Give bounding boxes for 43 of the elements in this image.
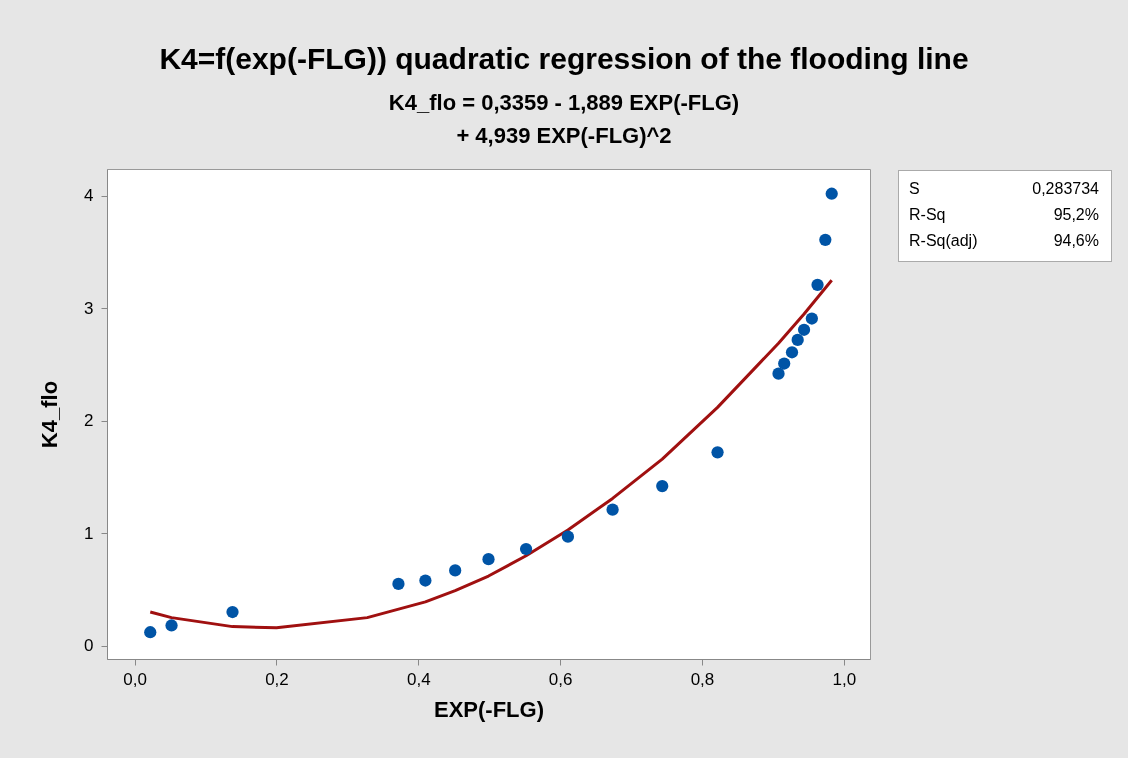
text: S [909,179,921,199]
point [811,278,824,291]
point [144,626,157,639]
point [482,553,495,566]
chart-title: K4=f(exp(-FLG)) quadratic regression of the flooding line [158,42,970,76]
point [606,503,619,516]
point [825,187,838,200]
point [165,619,178,632]
y-tick-label: 1 [84,523,94,543]
point [797,323,811,336]
text: 0,283734 [1031,179,1099,199]
line-series [148,278,834,630]
point [561,530,575,543]
x-tick-label: 0,6 [548,669,573,689]
point [778,357,791,370]
point [656,479,669,493]
point [226,605,239,619]
y-tick-label: 4 [84,186,94,206]
y-tick-label: 0 [84,636,94,656]
y-tick-label: 3 [84,298,94,318]
y-axis-title: K4_flo [37,380,63,449]
x-tick-label: 1,0 [832,669,857,689]
point [772,367,785,380]
point [791,333,804,347]
point [805,312,818,325]
chart-subtitle: K4_flo = 0,3359 - 1,889 EXP(-FLG) + 4,939 EXP(-FLG)^2 [387,89,741,150]
x-tick-label: 0,0 [123,669,147,689]
text: R-Sq(adj) [909,231,979,251]
x-tick-label: 0,4 [406,669,431,689]
x-axis-title: EXP(-FLG) [434,696,544,722]
point [819,233,832,246]
point [519,542,533,556]
y-tick-label: 2 [84,411,94,431]
x-tick-label: 0,2 [265,669,289,689]
text: 95,2% [1052,205,1099,225]
point [785,346,799,359]
point [711,446,724,459]
point [419,574,432,587]
point [449,564,462,577]
text: 94,6% [1052,231,1099,251]
x-tick-label: 0,8 [690,669,715,689]
text: R-Sq [909,205,947,225]
point [392,577,405,590]
